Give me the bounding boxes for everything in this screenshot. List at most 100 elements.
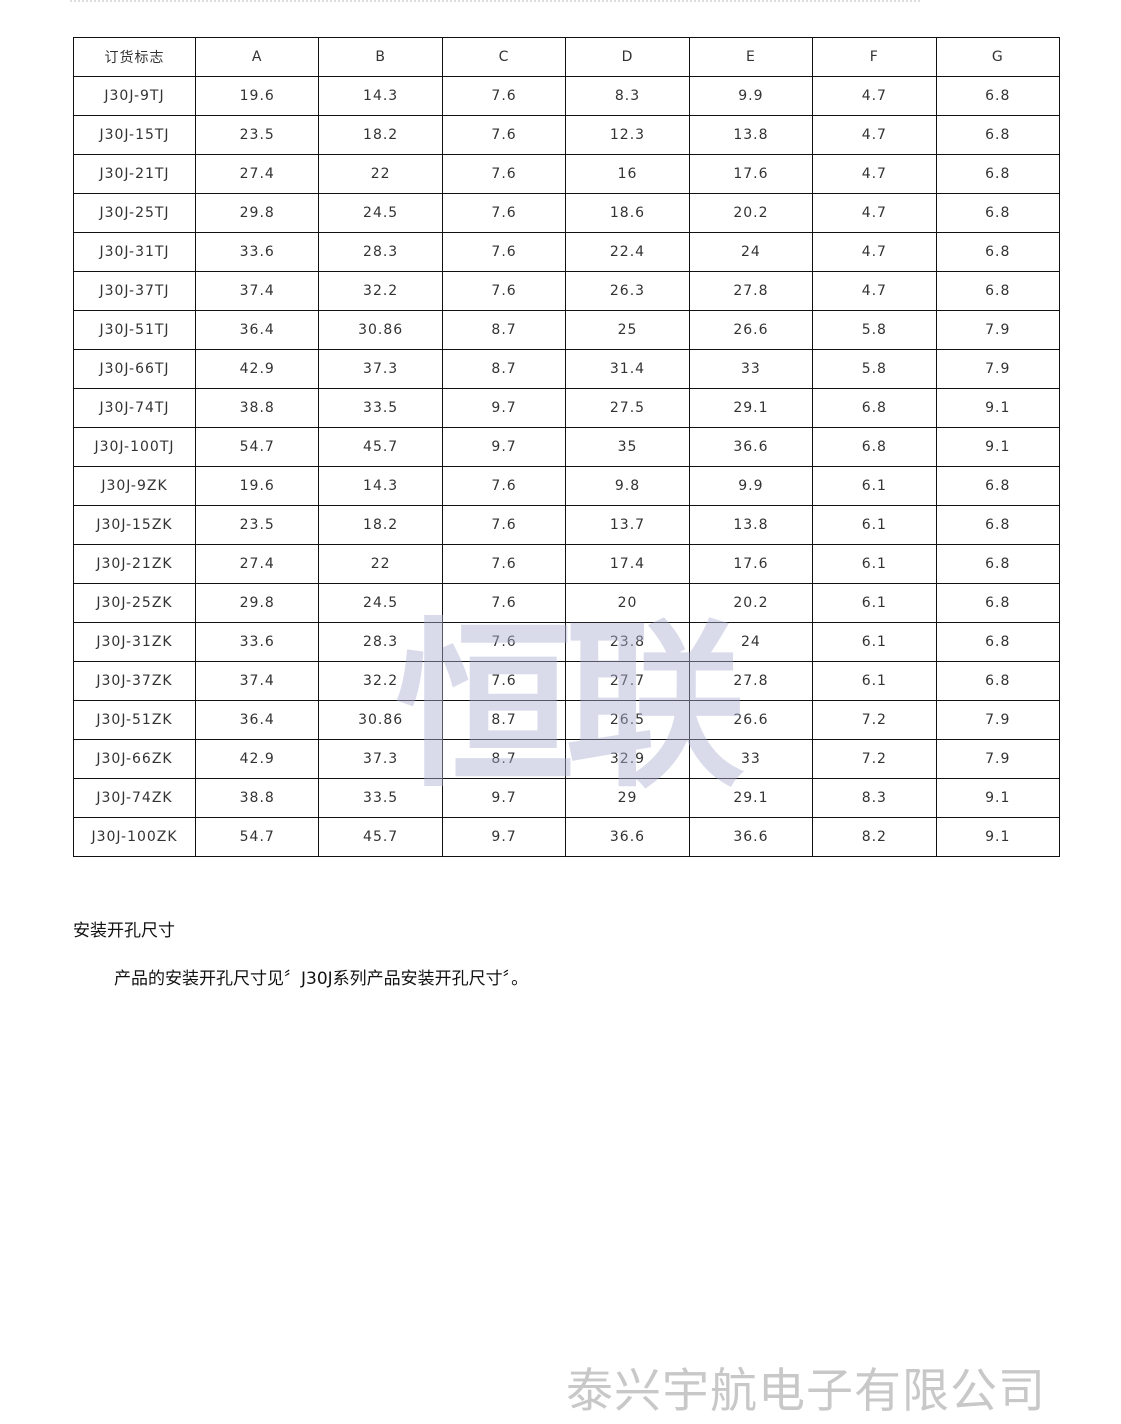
value-cell: 27.8 — [688, 661, 814, 701]
value-cell: 7.6 — [441, 232, 567, 272]
cropped-previous-content — [70, 0, 920, 6]
value-cell: 9.9 — [688, 466, 814, 506]
value-cell: 9.9 — [688, 76, 814, 116]
value-cell: 36.6 — [688, 817, 814, 857]
value-cell: 23.5 — [194, 505, 320, 545]
value-cell: 6.1 — [812, 544, 937, 584]
value-cell: 12.3 — [565, 115, 690, 155]
value-cell: 6.8 — [935, 115, 1061, 155]
value-cell: 7.6 — [441, 661, 567, 701]
header-cell: B — [318, 37, 443, 77]
value-cell: 54.7 — [194, 817, 320, 857]
value-cell: 14.3 — [318, 466, 443, 506]
value-cell: 37.3 — [318, 739, 443, 779]
value-cell: 4.7 — [812, 271, 937, 311]
value-cell: 13.8 — [688, 115, 814, 155]
value-cell: 7.6 — [441, 544, 567, 584]
value-cell: 35 — [565, 427, 690, 467]
value-cell: 19.6 — [194, 76, 320, 116]
value-cell: 29.8 — [194, 583, 320, 623]
value-cell: 18.6 — [565, 193, 690, 233]
value-cell: 6.8 — [935, 76, 1061, 116]
table-header-row: 订货标志 A B C D E F G — [73, 37, 1061, 77]
value-cell: 31.4 — [565, 349, 690, 389]
order-code-cell: J30J-9TJ — [73, 76, 196, 116]
value-cell: 22.4 — [565, 232, 690, 272]
value-cell: 27.5 — [565, 388, 690, 428]
value-cell: 19.6 — [194, 466, 320, 506]
value-cell: 42.9 — [194, 739, 320, 779]
table-row: J30J-51TJ 36.4 30.86 8.7 25 26.6 5.8 7.9 — [73, 310, 1061, 350]
value-cell: 28.3 — [318, 232, 443, 272]
value-cell: 4.7 — [812, 154, 937, 194]
value-cell: 24.5 — [318, 193, 443, 233]
value-cell: 32.9 — [565, 739, 690, 779]
value-cell: 9.1 — [935, 817, 1061, 857]
table-row: J30J-31TJ 33.6 28.3 7.6 22.4 24 4.7 6.8 — [73, 232, 1061, 272]
order-code-cell: J30J-51TJ — [73, 310, 196, 350]
value-cell: 7.9 — [935, 349, 1061, 389]
value-cell: 28.3 — [318, 622, 443, 662]
value-cell: 20.2 — [688, 583, 814, 623]
section-title: 安装开孔尺寸 — [73, 921, 175, 941]
value-cell: 29.1 — [688, 778, 814, 818]
value-cell: 17.6 — [688, 544, 814, 584]
value-cell: 22 — [318, 544, 443, 584]
value-cell: 27.8 — [688, 271, 814, 311]
header-cell: E — [688, 37, 814, 77]
value-cell: 6.1 — [812, 583, 937, 623]
value-cell: 45.7 — [318, 427, 443, 467]
value-cell: 8.7 — [441, 700, 567, 740]
value-cell: 9.1 — [935, 427, 1061, 467]
value-cell: 6.1 — [812, 661, 937, 701]
value-cell: 13.7 — [565, 505, 690, 545]
table-row: J30J-74ZK 38.8 33.5 9.7 29 29.1 8.3 9.1 — [73, 778, 1061, 818]
table-row: J30J-15TJ 23.5 18.2 7.6 12.3 13.8 4.7 6.8 — [73, 115, 1061, 155]
order-code-cell: J30J-74TJ — [73, 388, 196, 428]
order-code-cell: J30J-25ZK — [73, 583, 196, 623]
value-cell: 20 — [565, 583, 690, 623]
value-cell: 30.86 — [318, 700, 443, 740]
value-cell: 6.8 — [935, 466, 1061, 506]
value-cell: 6.8 — [812, 427, 937, 467]
header-cell: F — [812, 37, 937, 77]
value-cell: 6.1 — [812, 622, 937, 662]
table-row: J30J-15ZK 23.5 18.2 7.6 13.7 13.8 6.1 6.8 — [73, 505, 1061, 545]
value-cell: 7.9 — [935, 310, 1061, 350]
order-code-cell: J30J-37ZK — [73, 661, 196, 701]
value-cell: 36.6 — [565, 817, 690, 857]
value-cell: 8.7 — [441, 349, 567, 389]
value-cell: 14.3 — [318, 76, 443, 116]
table-row: J30J-66TJ 42.9 37.3 8.7 31.4 33 5.8 7.9 — [73, 349, 1061, 389]
value-cell: 36.4 — [194, 310, 320, 350]
value-cell: 24 — [688, 622, 814, 662]
value-cell: 22 — [318, 154, 443, 194]
value-cell: 26.5 — [565, 700, 690, 740]
value-cell: 9.8 — [565, 466, 690, 506]
value-cell: 33.5 — [318, 388, 443, 428]
company-footer: 泰兴宇航电子有限公司 — [566, 1364, 1046, 1419]
value-cell: 7.6 — [441, 76, 567, 116]
value-cell: 7.2 — [812, 739, 937, 779]
order-code-cell: J30J-9ZK — [73, 466, 196, 506]
table-row: J30J-25TJ 29.8 24.5 7.6 18.6 20.2 4.7 6.8 — [73, 193, 1061, 233]
order-code-cell: J30J-21ZK — [73, 544, 196, 584]
header-cell: C — [441, 37, 567, 77]
value-cell: 6.8 — [935, 271, 1061, 311]
value-cell: 37.4 — [194, 661, 320, 701]
order-code-cell: J30J-66ZK — [73, 739, 196, 779]
value-cell: 17.4 — [565, 544, 690, 584]
value-cell: 8.3 — [812, 778, 937, 818]
value-cell: 33.5 — [318, 778, 443, 818]
value-cell: 5.8 — [812, 310, 937, 350]
value-cell: 4.7 — [812, 232, 937, 272]
value-cell: 26.6 — [688, 310, 814, 350]
value-cell: 7.6 — [441, 583, 567, 623]
value-cell: 4.7 — [812, 76, 937, 116]
value-cell: 6.8 — [935, 544, 1061, 584]
value-cell: 6.1 — [812, 466, 937, 506]
table-row: J30J-9ZK 19.6 14.3 7.6 9.8 9.9 6.1 6.8 — [73, 466, 1061, 506]
table-row: J30J-100TJ 54.7 45.7 9.7 35 36.6 6.8 9.1 — [73, 427, 1061, 467]
header-cell: G — [935, 37, 1061, 77]
value-cell: 30.86 — [318, 310, 443, 350]
